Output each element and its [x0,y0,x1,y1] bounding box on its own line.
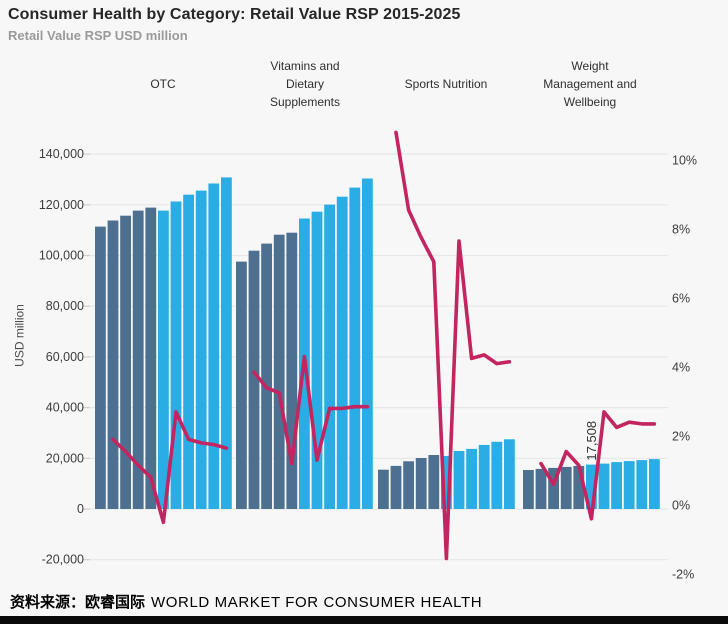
y-axis-tick-label-left-140000: 140,000 [39,147,84,161]
bar-weight-management-and-wellbeing-2017 [548,467,559,509]
bar-vitamins-and-dietary-supplements-2016 [248,250,260,509]
bar-sports-nutrition-2016 [390,465,402,509]
y-axis-tick-label-left-0: 0 [77,502,84,516]
bar-vitamins-and-dietary-supplements-2024 [349,187,361,509]
chart-subtitle: Retail Value RSP USD million [8,28,188,43]
bar-otc-2020 [158,210,169,509]
y-axis-tick-label-right-10: 10% [672,154,697,168]
bar-weight-management-and-wellbeing-2023 [623,461,635,509]
y-axis-tick-label-left-80000: 80,000 [46,299,84,313]
bar-weight-management-and-wellbeing-2020 [586,464,597,509]
bar-weight-management-and-wellbeing-2025 [649,459,660,509]
bar-otc-2024 [208,183,220,509]
bar-weight-management-and-wellbeing-2024 [636,460,648,509]
bar-sports-nutrition-2024 [491,441,503,509]
y-axis-tick-label-left-40000: 40,000 [46,401,84,415]
bar-sports-nutrition-2025 [504,439,515,509]
source-text-english: WORLD MARKET FOR CONSUMER HEALTH [151,594,483,611]
y-axis-tick-label-right-6: 6% [672,292,690,306]
y-axis-tick-label-left-60000: 60,000 [46,350,84,364]
y-axis-tick-label-right-8: 8% [672,223,690,237]
y-axis-tick-label-right-2: 2% [672,430,690,444]
y-axis-tick-label-right-0: 0% [672,499,690,513]
bar-sports-nutrition-2015 [378,469,389,509]
bar-vitamins-and-dietary-supplements-2017 [261,243,272,509]
bar-vitamins-and-dietary-supplements-2021 [311,211,323,509]
bottom-black-strip [0,616,728,624]
bar-otc-2016 [107,220,119,509]
bar-otc-2019 [145,207,157,509]
growth-line-otc [111,410,229,525]
bar-otc-2017 [120,215,131,509]
bar-otc-2025 [221,177,232,509]
bar-vitamins-and-dietary-supplements-2019 [286,232,298,509]
source-footer: 资料来源：欧睿国际 WORLD MARKET FOR CONSUMER HEALT… [10,591,482,612]
bar-sports-nutrition-2022 [466,448,477,509]
bar-sports-nutrition-2019 [428,455,440,509]
bar-vitamins-and-dietary-supplements-2025 [362,178,373,509]
bar-weight-management-and-wellbeing-2018 [560,466,572,509]
bar-weight-management-and-wellbeing-2016 [535,468,547,509]
category-header-weight-management-wellbeing: Weight Management and Wellbeing [543,59,637,109]
bar-otc-2021 [170,201,182,509]
bar-otc-2015 [95,226,106,509]
bar-vitamins-and-dietary-supplements-2015 [236,261,247,509]
bar-sports-nutrition-2018 [415,458,427,509]
bar-sports-nutrition-2020 [441,456,452,509]
bar-weight-management-and-wellbeing-2021 [598,463,610,509]
bar-otc-2022 [183,194,194,509]
source-text-chinese: 资料来源：欧睿国际 [10,594,146,611]
bar-weight-management-and-wellbeing-2022 [611,462,622,509]
data-label-annotation: 17,508 [584,421,599,461]
y-axis-tick-label-left-120000: 120,000 [39,198,84,212]
bar-sports-nutrition-2023 [478,444,490,509]
growth-line-sports-nutrition [394,130,512,561]
bar-vitamins-and-dietary-supplements-2022 [324,204,335,509]
y-axis-tick-label-right-4: 4% [672,361,690,375]
growth-line-vitamins-and-dietary-supplements [252,354,370,466]
category-header-sports-nutrition: Sports Nutrition [404,77,488,91]
y-axis-tick-label-right--2: -2% [672,568,694,582]
bar-otc-2023 [195,190,207,509]
category-header-vitamins-dietary-supplements: Vitamins and Dietary Supplements [269,59,341,109]
bar-weight-management-and-wellbeing-2015 [523,470,534,509]
growth-line-weight-management-and-wellbeing [539,410,657,521]
bar-vitamins-and-dietary-supplements-2018 [273,234,285,509]
bar-sports-nutrition-2021 [453,451,465,509]
bar-otc-2018 [132,210,144,509]
bar-sports-nutrition-2017 [403,461,414,509]
chart-title: Consumer Health by Category: Retail Valu… [8,6,461,23]
y-axis-tick-label-left--20000: -20,000 [42,553,84,567]
y-axis-tick-label-left-100000: 100,000 [39,249,84,263]
bar-weight-management-and-wellbeing-2019 [573,465,585,509]
category-header-otc: OTC [150,77,176,91]
y-axis-tick-label-left-20000: 20,000 [46,451,84,465]
bar-vitamins-and-dietary-supplements-2023 [336,196,348,509]
